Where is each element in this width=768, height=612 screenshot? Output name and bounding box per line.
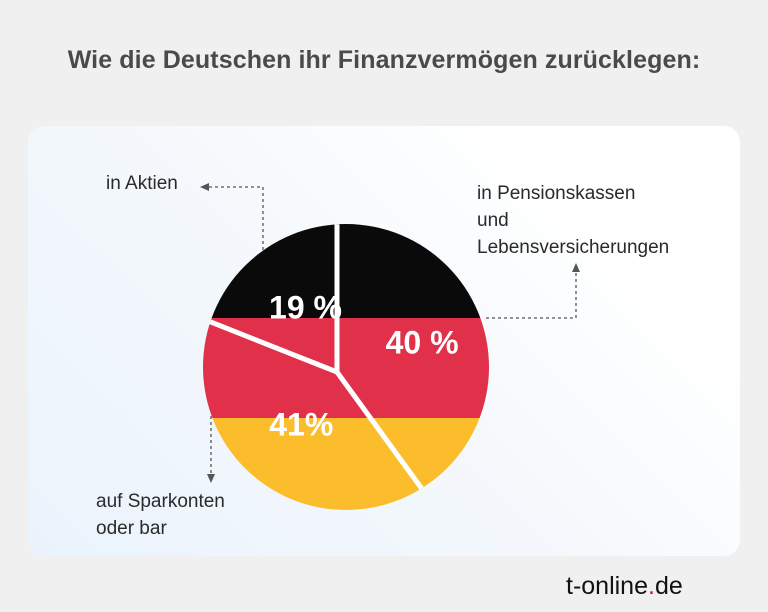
value-label-spar: 41% (269, 407, 333, 443)
slice-separators (209, 224, 424, 490)
slice-value-labels: 40 % 41% 19 % (269, 289, 458, 442)
value-label-aktien: 19 % (269, 289, 342, 325)
label-pension-line1: in Pensionskassen (477, 183, 636, 204)
label-spar-line1: auf Sparkonten (96, 491, 225, 512)
value-label-pension: 40 % (386, 324, 459, 360)
arrowhead-aktien (200, 183, 209, 191)
chart-title: Wie die Deutschen ihr Finanzvermögen zur… (67, 46, 701, 74)
t-online-logo[interactable]: t-online.de (566, 572, 683, 601)
label-pension-line3: Lebensversicherungen (477, 237, 670, 258)
arrowhead-spar (207, 474, 215, 483)
band-black (203, 224, 489, 318)
separator-spar (334, 370, 424, 490)
arrow-heads (200, 183, 580, 483)
connector-aktien (208, 186, 264, 250)
logo-text-b: de (654, 572, 683, 600)
label-aktien: in Aktien (106, 173, 178, 194)
pie-fill (203, 224, 489, 510)
label-pension: in Pensionskassen und Lebensversicherung… (477, 180, 669, 261)
band-red (203, 318, 489, 418)
band-gold (203, 418, 489, 510)
logo-dot: . (648, 572, 655, 600)
connector-pension (486, 272, 577, 319)
separator-aktien (209, 319, 338, 375)
logo-text-a: t-online (566, 572, 648, 600)
label-spar-line2: oder bar (96, 518, 167, 539)
connector-arrows (208, 186, 577, 474)
arrowhead-pension (572, 263, 580, 272)
label-spar: auf Sparkonten oder bar (96, 488, 225, 542)
label-pension-line2: und (477, 210, 509, 231)
